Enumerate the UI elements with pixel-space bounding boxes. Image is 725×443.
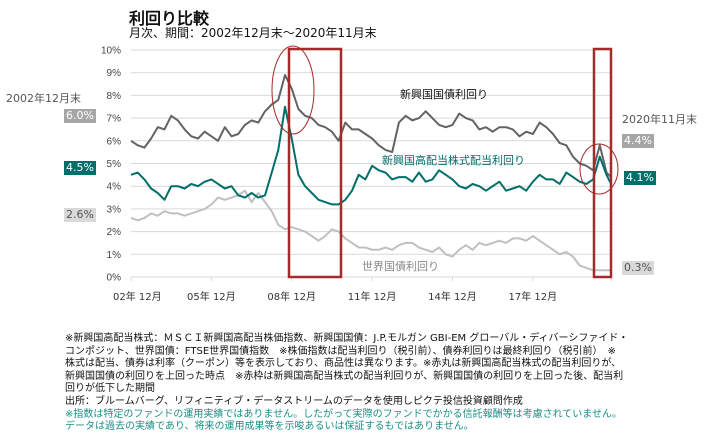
series-line-world_bond xyxy=(130,189,611,272)
end-em-bond-value: 4.4% xyxy=(622,134,654,148)
gridlines xyxy=(131,49,611,255)
highlight-box-2008 xyxy=(287,47,343,279)
x-tick-label: 05年 12月 xyxy=(187,290,236,303)
footnotes: ※新興国高配当株式：ＭＳＣＩ新興国高配当株価指数、新興国国債：J.P.モルガン … xyxy=(65,333,720,434)
series-label-em-equity: 新興国高配当株式配当利回り xyxy=(382,154,525,167)
y-tick-label: 7% xyxy=(107,114,122,125)
series-line-em_bond xyxy=(130,74,612,178)
y-tick-label: 9% xyxy=(107,68,122,79)
highlight-circle-2020 xyxy=(579,143,619,195)
y-tick-label: 1% xyxy=(107,250,122,261)
y-tick-label: 6% xyxy=(107,136,122,147)
y-tick-label: 4% xyxy=(107,182,122,193)
series-line-em_equity xyxy=(130,105,612,206)
highlight-box-2020 xyxy=(592,47,613,279)
note-line: 株式は配当、債券は利率（クーポン）等を表示しており、商品性は異なります。※赤丸は… xyxy=(65,358,622,370)
disclaimer-line: データは過去の実績であり、将来の運用成果等を示唆あるいは保証するもではありません… xyxy=(65,421,474,433)
annotations xyxy=(271,45,619,279)
yield-chart: 0% 1% 2% 3% 4% 5% 6% 7% 8% 9% 10% 02年 12月 05年 12月 08… xyxy=(101,45,619,303)
x-tick-label: 02年 12月 xyxy=(113,290,162,303)
y-axis: 0% 1% 2% 3% 4% 5% 6% 7% 8% 9% 10% xyxy=(101,46,121,284)
disclaimer-line: ※指数は特定のファンドの運用実績ではありません。したがって実際のファンドでかかる… xyxy=(65,408,622,420)
x-tick-label: 14年 12月 xyxy=(428,290,477,303)
chart-title: 利回り比較 xyxy=(129,9,210,28)
start-world-bond-value: 2.6% xyxy=(64,208,96,222)
end-world-bond-value: 0.3% xyxy=(622,261,654,275)
x-tick-label: 11年 12月 xyxy=(348,290,397,303)
note-line: 新興国国債の利回りを上回った時点 ※赤枠は新興国高配当株式の配当利回りが、新興国… xyxy=(65,370,624,382)
note-line: ※新興国高配当株式：ＭＳＣＩ新興国高配当株価指数、新興国国債：J.P.モルガン … xyxy=(65,333,629,344)
note-line: コンポジット、世界国債：FTSE世界国債指数 ※株価指数は配当利回り（税引前）、… xyxy=(65,345,616,357)
y-tick-label: 0% xyxy=(107,273,122,284)
series-label-em-bond: 新興国国債利回り xyxy=(400,88,488,101)
x-tick-label: 17年 12月 xyxy=(509,290,558,303)
x-axis: 02年 12月 05年 12月 08年 12月 11年 12月 14年 12月 17年 1… xyxy=(113,276,612,303)
chart-subtitle: 月次、期間：2002年12月末～2020年11月末 xyxy=(129,26,377,40)
x-tick-label: 08年 12月 xyxy=(267,290,316,303)
source-line: 出所：ブルームバーグ、リフィニティブ・データストリームのデータを使用しピクテ投信… xyxy=(65,395,523,407)
y-tick-label: 3% xyxy=(107,204,122,215)
note-line: 回りが低下した期間 xyxy=(65,383,155,395)
series-label-world-bond: 世界国債利回り xyxy=(362,260,439,273)
y-tick-label: 8% xyxy=(107,91,122,102)
start-em-equity-value: 4.5% xyxy=(64,161,96,175)
highlight-circle-2008 xyxy=(271,45,315,135)
start-em-bond-value: 6.0% xyxy=(64,109,96,123)
y-tick-label: 5% xyxy=(107,159,122,170)
start-date-label: 2002年12月末 xyxy=(6,92,81,105)
end-em-equity-value: 4.1% xyxy=(624,171,656,185)
y-tick-label: 2% xyxy=(107,227,122,238)
y-tick-label: 10% xyxy=(101,46,121,57)
end-date-label: 2020年11月末 xyxy=(622,113,697,126)
series-lines xyxy=(130,74,612,272)
